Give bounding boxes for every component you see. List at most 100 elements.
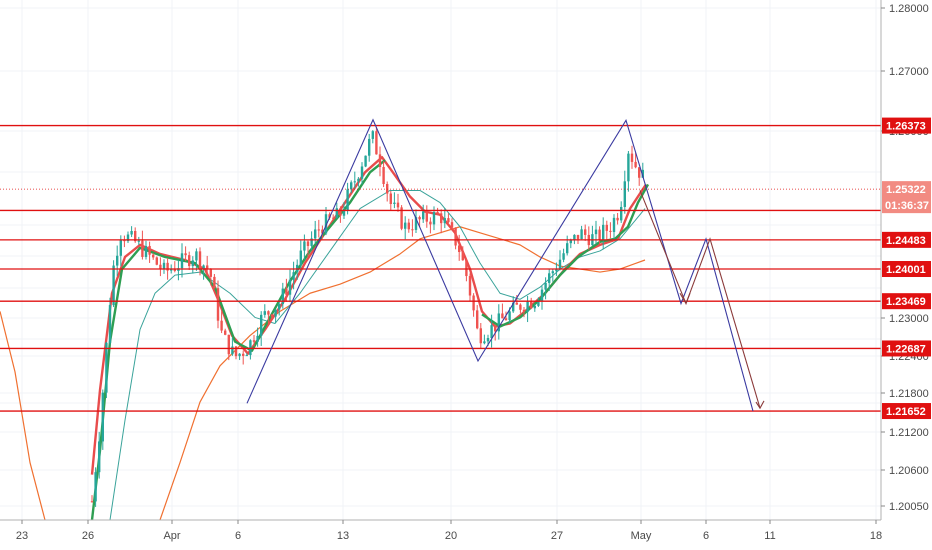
candle-body xyxy=(119,240,122,256)
candle-body xyxy=(508,311,511,321)
candle-body xyxy=(141,240,144,257)
current-price-label: 1.25322 xyxy=(886,184,926,196)
candle-body xyxy=(260,314,263,336)
candle-body xyxy=(584,229,587,235)
candle-body xyxy=(126,234,130,242)
candle-body xyxy=(134,230,137,242)
candle-body xyxy=(465,260,468,277)
candle-body xyxy=(512,302,515,312)
candle-body xyxy=(537,300,540,306)
y-tick-label: 1.20600 xyxy=(889,465,929,477)
candle-body xyxy=(364,155,367,167)
candle-body xyxy=(360,166,364,179)
y-tick-label: 1.23000 xyxy=(889,313,929,325)
candle-body xyxy=(620,206,623,221)
zigzag-pattern-blue[interactable] xyxy=(246,118,754,412)
ma-fast xyxy=(90,156,648,475)
candle-body xyxy=(278,304,281,310)
zigzag-pattern-brown[interactable] xyxy=(639,190,761,409)
y-tick-label: 1.28000 xyxy=(889,3,929,15)
candle-body xyxy=(281,288,284,305)
candle-body xyxy=(224,330,227,335)
time-axis-ticks: 23 26 Apr 6 13 20 27 May 6 11 18 xyxy=(16,520,882,542)
candle-body xyxy=(90,501,94,503)
ma-slow xyxy=(159,226,646,521)
level-price-tag xyxy=(882,340,931,357)
candle-body xyxy=(414,217,418,230)
level-price-tag xyxy=(882,117,931,134)
candle-body xyxy=(638,167,641,178)
candle-body xyxy=(623,181,626,207)
candle-body xyxy=(515,302,518,305)
candle-body xyxy=(573,234,576,240)
price-labels: 1.26373 1.24483 1.24001 1.23469 1.22687 1.216… xyxy=(882,117,931,420)
candle-body xyxy=(112,265,115,306)
candle-body xyxy=(137,240,140,242)
ma-slow-left xyxy=(0,311,46,521)
candle-body xyxy=(152,254,155,258)
candle-body xyxy=(249,340,252,356)
horizontal-levels[interactable] xyxy=(0,124,881,412)
candle-body xyxy=(274,309,277,317)
candle-body xyxy=(612,217,616,233)
candle-body xyxy=(382,166,385,185)
candle-body xyxy=(630,153,634,162)
x-tick-label: Apr xyxy=(163,530,180,542)
candle-body xyxy=(144,245,148,257)
candle-body xyxy=(123,240,126,242)
candle-body xyxy=(605,224,608,231)
axes xyxy=(0,0,882,521)
candle-body xyxy=(440,213,443,224)
candle-body xyxy=(216,288,220,321)
candle-body xyxy=(526,301,529,312)
candle-body xyxy=(184,253,187,256)
candle-body xyxy=(569,239,572,244)
candle-body xyxy=(332,217,335,219)
candle-body xyxy=(346,189,349,211)
candle-body xyxy=(558,259,562,270)
candle-body xyxy=(148,245,151,255)
candle-body xyxy=(530,301,533,309)
candle-body xyxy=(285,288,288,295)
candle-body xyxy=(450,222,454,228)
candle-body xyxy=(522,309,526,312)
candle-body xyxy=(429,221,432,225)
candle-body xyxy=(422,211,425,220)
candle-body xyxy=(501,313,504,319)
candle-body xyxy=(303,241,306,251)
candle-body xyxy=(566,243,569,254)
candle-body xyxy=(339,208,342,216)
candle-body xyxy=(206,265,209,270)
candle-body xyxy=(576,234,580,240)
level-price-label: 1.23469 xyxy=(886,296,926,308)
candle-body xyxy=(357,178,360,182)
candle-body xyxy=(198,251,202,269)
candle-body xyxy=(155,257,158,265)
candle-body xyxy=(263,311,266,315)
candle-body xyxy=(490,325,493,339)
x-tick-label: 18 xyxy=(870,530,882,542)
x-tick-label: 20 xyxy=(445,530,457,542)
level-price-label: 1.22687 xyxy=(886,343,926,355)
candle-body xyxy=(342,210,346,216)
candle-body xyxy=(116,255,119,266)
candles xyxy=(90,126,644,507)
candle-body xyxy=(494,325,497,332)
level-price-label: 1.26373 xyxy=(886,121,926,133)
candle-body xyxy=(209,269,212,277)
level-price-tag xyxy=(882,403,931,420)
candle-body xyxy=(548,273,551,283)
candle-body xyxy=(486,338,490,342)
candle-body xyxy=(105,342,108,393)
candle-body xyxy=(436,212,439,214)
y-tick-label: 1.21800 xyxy=(889,388,929,400)
candle-body xyxy=(400,207,403,229)
candle-body xyxy=(195,251,198,261)
candle-body xyxy=(234,346,238,357)
candle-body xyxy=(98,441,101,473)
candle-body xyxy=(616,217,619,221)
projection-lines[interactable] xyxy=(246,118,765,412)
candle-body xyxy=(540,289,544,301)
candle-body xyxy=(479,328,482,344)
